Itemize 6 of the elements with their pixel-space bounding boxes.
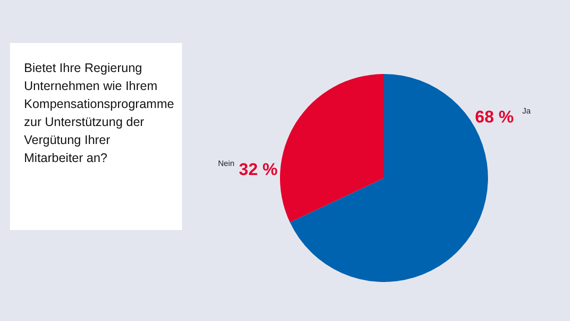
- pie-slice: [280, 74, 384, 222]
- text: Bietet Ihre Regierung Unternehmen wie Ihrem Kompensationsprogramme zur Unterstützung der Vergütung Ihrer Mitarbeiter an?: [24, 61, 174, 165]
- slice-label: Nein: [218, 159, 234, 168]
- data-label: 32 %: [238, 160, 278, 180]
- slice-label: Ja: [522, 106, 532, 116]
- data-label: 68 %: [475, 107, 514, 126]
